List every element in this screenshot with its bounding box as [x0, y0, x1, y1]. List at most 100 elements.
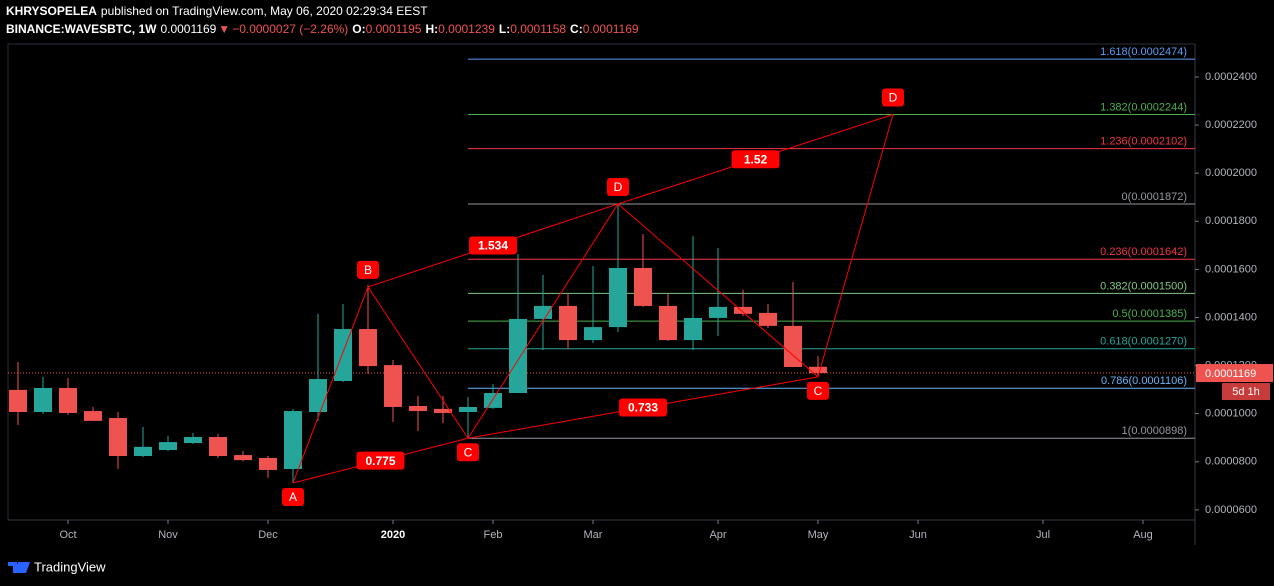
point-label: D: [889, 91, 898, 105]
candle-body: [584, 327, 602, 341]
point-box: [807, 381, 829, 400]
candle-body: [134, 446, 152, 457]
plot: 1.618(0.0002474) 1.382(0.0002244) 1.236(0.…: [8, 46, 1273, 541]
fib-label: 0.618(0.0001270): [1100, 336, 1187, 348]
ohlc-label: O:: [352, 22, 365, 36]
pattern-line: [617, 203, 819, 378]
x-tick-label: Feb: [484, 529, 503, 541]
candle-body: [159, 442, 177, 451]
y-tick-label: 0.0001000: [1205, 408, 1257, 420]
fib-label: 0.786(0.0001106): [1101, 375, 1187, 387]
candle-body: [59, 387, 77, 413]
fib-label: 1.236(0.0002102): [1100, 136, 1187, 148]
point-label: B: [364, 263, 372, 277]
candle-body: [259, 457, 277, 470]
candle-body: [759, 312, 777, 326]
y-tick-label: 0.0002400: [1205, 71, 1257, 83]
point-label: A: [289, 490, 297, 504]
candle-body: [509, 318, 527, 394]
candle-body: [634, 267, 652, 306]
ratio-label: 1.534: [478, 239, 508, 253]
x-tick-label: Jun: [909, 529, 927, 541]
y-tick-label: 0.0000600: [1205, 504, 1257, 516]
author: KHRYSOPELEA: [6, 4, 97, 18]
candle-body: [684, 317, 702, 341]
ratio-box: [731, 150, 780, 169]
point-label: C: [464, 445, 473, 459]
candle-body: [309, 379, 327, 413]
point-box: [457, 443, 479, 462]
fib-label: 0.5(0.0001385): [1112, 308, 1187, 320]
point-label: C: [814, 384, 823, 398]
pattern-line: [367, 286, 469, 439]
ratio-label: 0.733: [628, 401, 658, 415]
candle-body: [409, 405, 427, 412]
y-tick-label: 0.0001600: [1205, 263, 1257, 275]
published: published on TradingView.com, May 06, 20…: [101, 4, 428, 18]
arrow: ▼: [218, 22, 230, 36]
ohlc-label: L:: [499, 22, 510, 36]
candle-body: [9, 389, 27, 413]
ratio-box: [469, 236, 517, 255]
ohlc-value: 0.0001195: [366, 22, 422, 36]
fib-label: 1.618(0.0002474): [1100, 46, 1187, 58]
point-box: [607, 177, 629, 196]
y-tick-label: 0.0001800: [1205, 215, 1257, 227]
x-tick-label: Oct: [59, 529, 76, 541]
candle-body: [709, 306, 727, 318]
change: −0.0000027 (−2.26%): [232, 22, 348, 36]
candle-body: [609, 267, 627, 328]
pattern-line: [292, 286, 369, 484]
x-tick-label: Aug: [1133, 529, 1153, 541]
brand: TradingView: [34, 559, 106, 574]
header-line1: KHRYSOPELEA published on TradingView.com,…: [6, 4, 428, 18]
ratio-label: 1.52: [744, 152, 768, 166]
ohlc-label: H:: [425, 22, 438, 36]
fib-label: 0.382(0.0001500): [1100, 280, 1187, 292]
candle-body: [459, 406, 477, 413]
x-tick-label: Nov: [158, 529, 178, 541]
price-box: [1196, 364, 1273, 383]
brand-logo: [8, 562, 30, 573]
pattern-line: [817, 114, 894, 378]
x-tick-label: Jul: [1036, 529, 1050, 541]
ohlc-value: 0.0001239: [438, 22, 495, 36]
countdown: 5d 1h: [1232, 386, 1260, 398]
x-tick-label: 2020: [381, 529, 405, 541]
candle-body: [184, 437, 202, 444]
point-box: [882, 88, 904, 107]
x-tick-label: Apr: [709, 529, 726, 541]
ratio-box: [619, 398, 667, 417]
y-tick-label: 0.0002000: [1205, 167, 1257, 179]
candle-body: [659, 305, 677, 341]
point-box: [282, 487, 304, 506]
x-tick-label: Dec: [258, 529, 278, 541]
candle-body: [809, 366, 827, 374]
symbol: BINANCE:WAVESBTC, 1W: [6, 22, 157, 36]
candle-body: [359, 329, 377, 367]
candle-body: [784, 325, 802, 368]
candle-body: [34, 387, 52, 413]
x-tick-label: Mar: [584, 529, 603, 541]
candle-body: [109, 418, 127, 457]
candle-body: [734, 306, 752, 314]
point-box: [357, 260, 379, 279]
pattern-line: [467, 203, 619, 439]
ohlc-value: 0.0001169: [583, 22, 639, 36]
y-tick-label: 0.0001400: [1205, 311, 1257, 323]
candle-body: [209, 437, 227, 457]
fib-label: 1.382(0.0002244): [1100, 101, 1187, 113]
fib-label: 0.236(0.0001642): [1100, 246, 1187, 258]
header-line2: BINANCE:WAVESBTC, 1W 0.0001169 ▼ −0.0000027…: [6, 22, 639, 36]
candle-body: [284, 411, 302, 470]
candle-body: [434, 408, 452, 413]
fib-label: 1(0.0000898): [1122, 425, 1187, 437]
candle-body: [84, 411, 102, 421]
last: 0.0001169: [160, 22, 216, 36]
y-tick-label: 0.0002200: [1205, 119, 1257, 131]
ohlc-value: 0.0001158: [510, 22, 566, 36]
x-tick-label: May: [808, 529, 829, 541]
ratio-box: [356, 451, 405, 470]
candle-body: [559, 305, 577, 341]
